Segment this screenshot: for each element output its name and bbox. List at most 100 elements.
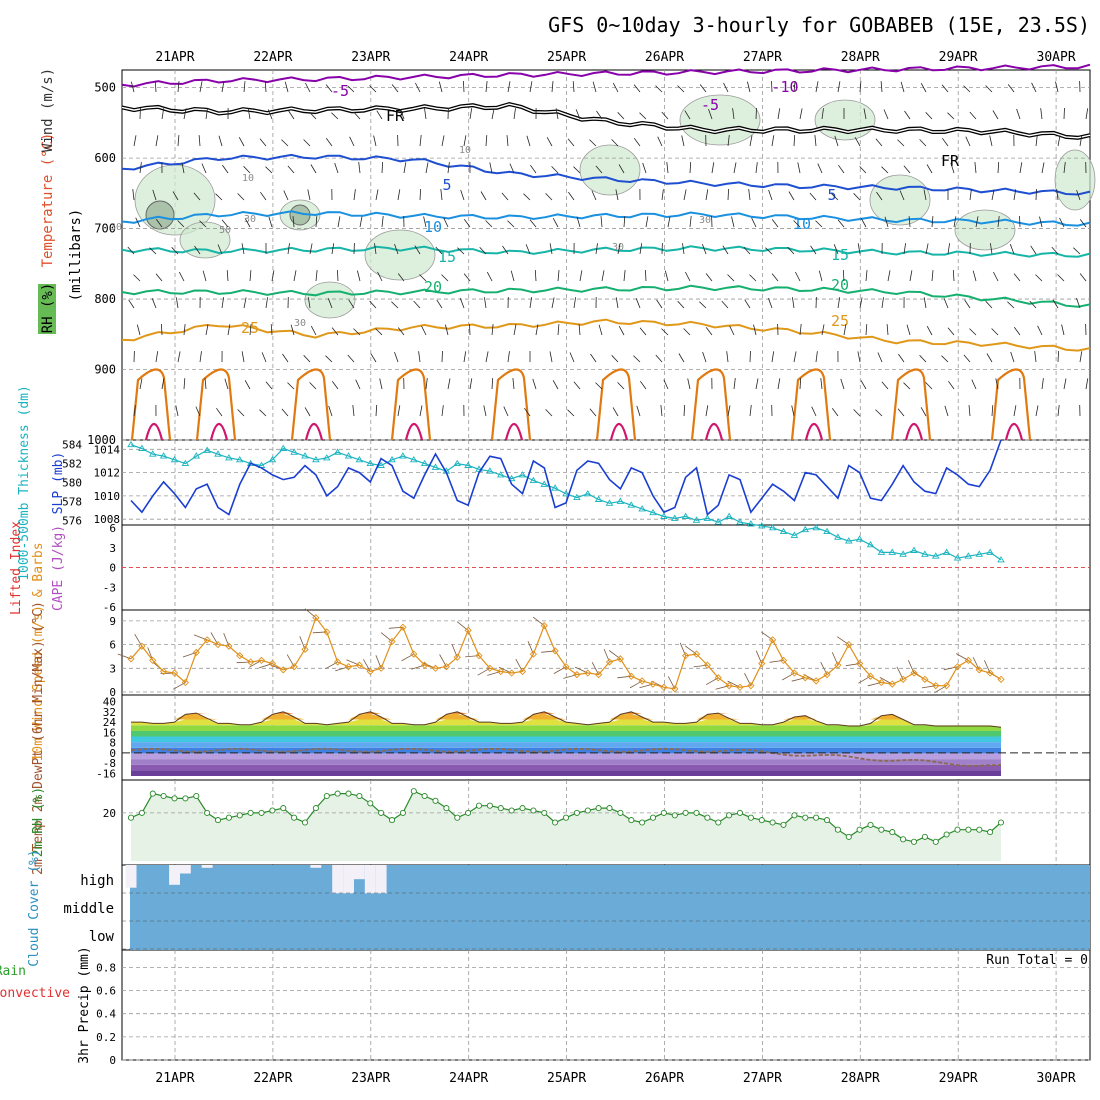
wind-barb bbox=[926, 164, 933, 174]
rh-marker bbox=[954, 826, 961, 833]
wind-barb bbox=[749, 405, 752, 417]
wind-barb bbox=[666, 162, 669, 174]
wind-barb bbox=[576, 216, 581, 228]
thickness-marker bbox=[377, 461, 385, 468]
wind-barb bbox=[968, 405, 971, 417]
wind-barb bbox=[513, 324, 517, 336]
wind-barb bbox=[425, 162, 429, 174]
wind-speed-marker bbox=[246, 658, 255, 666]
wind-barb bbox=[733, 378, 736, 390]
rh2m-axis-label: 2m RH (%) bbox=[31, 787, 46, 857]
wind-barb bbox=[154, 80, 157, 93]
wind-barb bbox=[726, 351, 729, 363]
cloud-level-label: middle bbox=[63, 901, 114, 917]
li-tick-label: -6 bbox=[103, 601, 116, 614]
wind-speed-marker bbox=[812, 677, 820, 685]
cloud-high-gap bbox=[179, 865, 191, 874]
wind-barb bbox=[369, 85, 377, 93]
wind-speed-marker bbox=[877, 678, 886, 687]
wind-barb bbox=[963, 354, 971, 363]
wind-barb bbox=[288, 110, 295, 120]
wind-barb bbox=[656, 299, 663, 309]
wind-barb bbox=[661, 328, 669, 336]
contour-label-orange: 25 bbox=[241, 319, 259, 337]
wind-barb bbox=[787, 246, 795, 255]
thickness-marker bbox=[812, 523, 820, 531]
thickness-marker bbox=[181, 459, 190, 467]
thickness-marker bbox=[464, 461, 472, 468]
wind-barb bbox=[993, 271, 999, 282]
wind-barb bbox=[843, 324, 847, 336]
rh-marker bbox=[345, 790, 352, 797]
thickness-marker bbox=[529, 476, 538, 484]
wind-barb bbox=[815, 220, 823, 228]
wind-barb bbox=[261, 352, 267, 363]
wind-barb bbox=[749, 274, 757, 282]
wind-barb bbox=[678, 353, 685, 363]
wind-barb bbox=[247, 108, 251, 120]
wind-barb bbox=[425, 378, 428, 390]
rh-marker bbox=[769, 819, 776, 826]
wind-barb bbox=[793, 351, 797, 363]
contour-label-purple: -5 bbox=[701, 96, 719, 114]
wind-barb bbox=[529, 297, 532, 309]
wind-barb bbox=[265, 166, 273, 174]
temperature-band bbox=[131, 753, 1001, 760]
wind-barb bbox=[551, 297, 555, 309]
cloud-high-gap bbox=[375, 865, 387, 894]
wind-barb bbox=[639, 327, 647, 336]
wind-barb bbox=[595, 243, 598, 255]
wind-barb bbox=[374, 243, 377, 255]
rh-marker bbox=[736, 809, 744, 816]
date-label-top: 22APR bbox=[253, 50, 292, 65]
wind-barb bbox=[183, 108, 187, 120]
wind-barb bbox=[133, 405, 136, 417]
wind-barb bbox=[486, 271, 493, 282]
rh-shade-region bbox=[869, 174, 931, 226]
wind-barb bbox=[815, 351, 818, 363]
wind-speed-marker bbox=[953, 663, 962, 671]
date-label-top: 25APR bbox=[547, 50, 586, 65]
wind-barb bbox=[267, 109, 273, 120]
wind-speed-marker bbox=[290, 663, 298, 671]
dewpoint-line bbox=[130, 747, 1002, 767]
wind-barb bbox=[925, 112, 933, 120]
wind-barb bbox=[485, 351, 489, 363]
wind-speed-marker bbox=[257, 656, 266, 665]
thickness-marker bbox=[888, 548, 897, 555]
wind-speed-marker bbox=[747, 682, 755, 690]
date-label-top: 28APR bbox=[841, 50, 880, 65]
wind-speed-marker bbox=[268, 659, 277, 668]
wind-speed-marker bbox=[279, 666, 287, 674]
wind-barb bbox=[969, 111, 977, 120]
wind-barb bbox=[352, 405, 355, 417]
date-label-bottom: 24APR bbox=[449, 1071, 488, 1086]
wind-barb bbox=[575, 109, 581, 120]
wind-barb bbox=[727, 135, 730, 147]
wind-barb bbox=[347, 354, 355, 363]
wind-speed-marker bbox=[638, 677, 646, 685]
wind-barb bbox=[1079, 219, 1087, 228]
wind-barb bbox=[765, 247, 773, 255]
thickness-line bbox=[130, 444, 1002, 561]
wind-barb bbox=[705, 327, 713, 336]
wind-barb bbox=[325, 355, 333, 363]
wind-barb bbox=[972, 270, 977, 282]
wind-barb bbox=[1085, 378, 1089, 390]
isoline-green bbox=[121, 284, 1091, 308]
thickness-marker bbox=[138, 444, 146, 451]
wind-barb bbox=[997, 216, 1000, 228]
slp-axis-label: SLP (mb) bbox=[51, 452, 66, 515]
wind-speed-marker bbox=[932, 682, 940, 690]
wind-barb bbox=[215, 193, 223, 201]
wind-speed-marker bbox=[627, 672, 635, 680]
wind-barb bbox=[859, 166, 867, 174]
wind-barb bbox=[226, 270, 229, 282]
wind-speed-marker bbox=[964, 656, 973, 665]
wind-speed-marker bbox=[312, 614, 320, 622]
temperature-band bbox=[131, 725, 1001, 731]
wind-barb bbox=[545, 409, 553, 417]
temperature-band bbox=[131, 742, 1001, 748]
rh-marker bbox=[802, 814, 809, 821]
wind-barb bbox=[1063, 378, 1067, 390]
